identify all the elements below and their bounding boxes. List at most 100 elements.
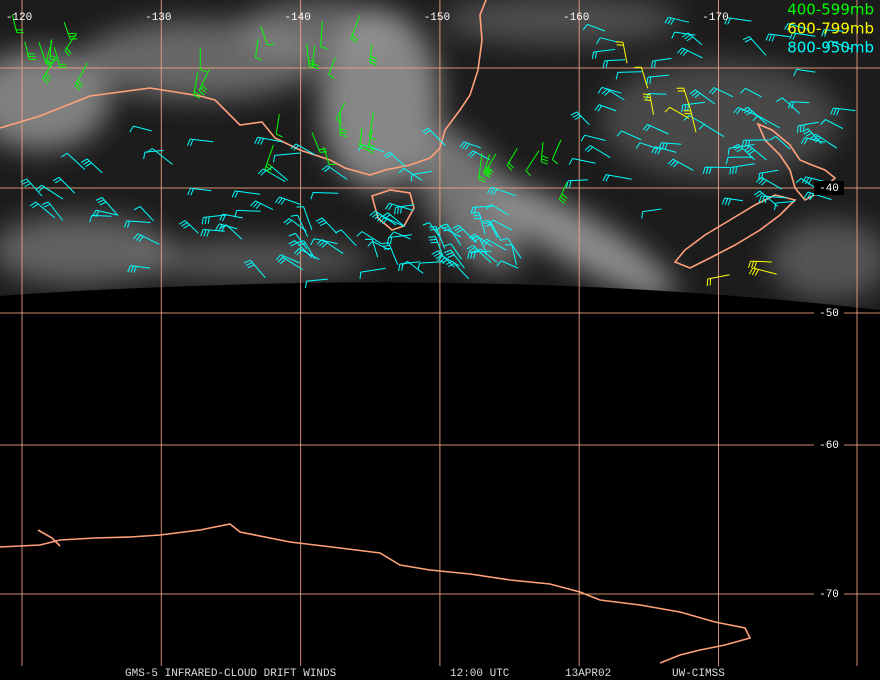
wind-barb	[602, 174, 632, 182]
wind-barb	[95, 197, 119, 216]
wind-barb	[466, 244, 492, 264]
wind-barb	[123, 220, 151, 228]
wind-barb	[366, 129, 376, 154]
wind-barb	[421, 127, 446, 146]
wind-barb	[500, 237, 522, 259]
wind-barb	[602, 59, 626, 68]
wind-barb	[401, 261, 424, 274]
wind-barb	[359, 267, 386, 280]
longitude-label: -170	[702, 12, 728, 24]
wind-barb	[297, 240, 316, 260]
wind-barb	[664, 106, 690, 119]
wind-barb	[215, 223, 238, 232]
wind-barb	[487, 219, 513, 231]
wind-barb	[689, 89, 715, 105]
wind-barb	[789, 32, 816, 40]
wind-barb	[45, 40, 53, 68]
wind-barb	[568, 158, 596, 165]
latitude-label: -50	[819, 308, 839, 320]
legend-entry: 800-950mb	[787, 39, 874, 57]
wind-barb	[800, 137, 826, 145]
wind-barb	[255, 38, 263, 61]
wind-barb	[234, 209, 261, 218]
wind-barb	[634, 66, 649, 89]
wind-barb	[830, 107, 856, 116]
wind-barb	[63, 21, 78, 40]
wind-barb	[551, 139, 562, 165]
wind-barb	[389, 231, 411, 240]
wind-barb	[369, 210, 397, 226]
wind-barb	[540, 142, 549, 165]
wind-barb	[440, 223, 462, 246]
wind-barb	[193, 72, 201, 99]
wind-barb	[725, 156, 754, 165]
wind-barb	[664, 16, 690, 26]
wind-barb	[60, 152, 86, 170]
wind-barb	[24, 41, 37, 61]
wind-barb	[580, 134, 606, 142]
wind-barb	[809, 133, 838, 149]
wind-barb	[681, 101, 706, 112]
wind-barb	[293, 248, 320, 260]
wind-barb	[615, 71, 643, 80]
wind-barb	[273, 152, 301, 163]
wind-barb	[615, 41, 628, 64]
wind-barb	[381, 242, 399, 265]
footer-background	[0, 666, 880, 680]
wind-barb	[472, 212, 486, 235]
longitude-label: -160	[563, 12, 589, 24]
wind-barb	[753, 190, 779, 207]
wind-barb	[74, 62, 88, 91]
wind-barb	[601, 88, 625, 101]
wind-barb	[741, 106, 768, 125]
wind-barb	[724, 17, 752, 25]
wind-barb	[708, 87, 734, 98]
wind-barb	[367, 240, 390, 251]
wind-barb	[742, 36, 767, 56]
wind-barb	[260, 25, 275, 46]
wind-barb	[52, 176, 76, 194]
wind-barb	[422, 222, 442, 240]
label-background	[814, 306, 844, 320]
label-background	[814, 438, 844, 452]
wind-barb	[369, 44, 378, 66]
wind-barb	[616, 130, 642, 141]
wind-barb	[467, 250, 492, 260]
wind-barb	[821, 29, 844, 37]
wind-barb	[481, 219, 498, 238]
wind-barb	[321, 165, 348, 180]
wind-barb	[651, 146, 677, 155]
wind-barb	[641, 208, 662, 219]
wind-barb	[127, 265, 151, 273]
wind-barb	[231, 190, 261, 198]
wind-barb	[774, 200, 796, 211]
wind-barb	[682, 32, 703, 46]
wind-barb	[642, 124, 669, 135]
wind-barb	[320, 21, 328, 50]
wind-barb	[178, 220, 199, 234]
wind-barb	[41, 201, 64, 221]
wind-barb	[667, 158, 694, 171]
wind-barb	[254, 136, 283, 145]
label-background	[814, 587, 844, 601]
wind-barb	[496, 260, 519, 269]
wind-barb	[558, 181, 568, 205]
wind-barb	[769, 135, 791, 150]
wind-barb	[53, 47, 68, 68]
wind-barb	[187, 138, 214, 147]
longitude-label: -150	[424, 12, 450, 24]
wind-barb	[334, 229, 357, 247]
wind-barb	[383, 151, 405, 167]
wind-barb	[755, 176, 782, 190]
wind-barb	[452, 224, 478, 244]
wind-barb	[11, 14, 24, 34]
wind-barb	[591, 48, 616, 59]
wind-barb	[376, 215, 405, 228]
wind-barb	[651, 57, 672, 69]
wind-barb	[133, 233, 160, 245]
wind-barb	[729, 163, 755, 175]
wind-barb	[323, 147, 337, 165]
coastlines	[0, 0, 837, 664]
